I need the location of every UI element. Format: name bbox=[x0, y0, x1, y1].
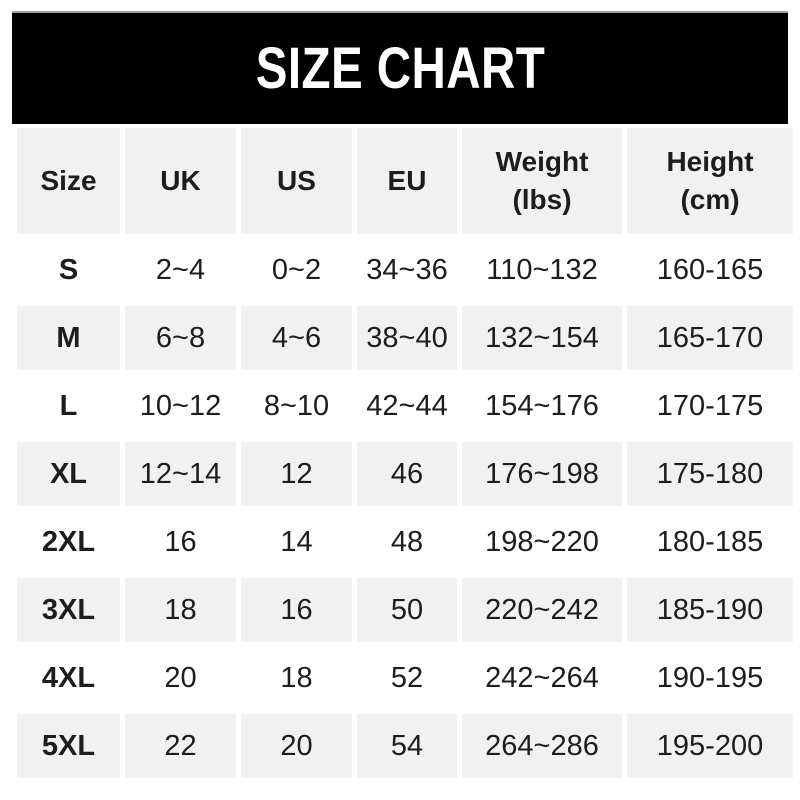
table-row-xl: XL 12~14 12 46 176~198 175-180 bbox=[17, 442, 793, 506]
us-cell: 0~2 bbox=[241, 238, 352, 302]
size-chart-table: Size UK US EU Weight (lbs) Height (cm) S… bbox=[12, 124, 798, 782]
height-cell: 185-190 bbox=[627, 578, 793, 642]
weight-cell: 154~176 bbox=[462, 374, 622, 438]
uk-cell: 2~4 bbox=[125, 238, 236, 302]
us-cell: 16 bbox=[241, 578, 352, 642]
us-cell: 14 bbox=[241, 510, 352, 574]
height-cell: 195-200 bbox=[627, 714, 793, 778]
height-cell: 160-165 bbox=[627, 238, 793, 302]
eu-cell: 42~44 bbox=[357, 374, 457, 438]
us-cell: 8~10 bbox=[241, 374, 352, 438]
us-cell: 4~6 bbox=[241, 306, 352, 370]
size-cell: 5XL bbox=[17, 714, 120, 778]
col-header-weight: Weight (lbs) bbox=[462, 128, 622, 234]
size-cell: M bbox=[17, 306, 120, 370]
us-cell: 18 bbox=[241, 646, 352, 710]
title-banner: SIZE CHART bbox=[12, 11, 788, 124]
table-row-l: L 10~12 8~10 42~44 154~176 170-175 bbox=[17, 374, 793, 438]
uk-cell: 6~8 bbox=[125, 306, 236, 370]
uk-cell: 12~14 bbox=[125, 442, 236, 506]
weight-cell: 110~132 bbox=[462, 238, 622, 302]
page-title: SIZE CHART bbox=[255, 36, 545, 101]
col-header-us: US bbox=[241, 128, 352, 234]
height-cell: 175-180 bbox=[627, 442, 793, 506]
table-row-s: S 2~4 0~2 34~36 110~132 160-165 bbox=[17, 238, 793, 302]
table-row-4xl: 4XL 20 18 52 242~264 190-195 bbox=[17, 646, 793, 710]
eu-cell: 52 bbox=[357, 646, 457, 710]
table-row-m: M 6~8 4~6 38~40 132~154 165-170 bbox=[17, 306, 793, 370]
col-header-uk: UK bbox=[125, 128, 236, 234]
table-row-3xl: 3XL 18 16 50 220~242 185-190 bbox=[17, 578, 793, 642]
us-cell: 12 bbox=[241, 442, 352, 506]
size-table-container: Size UK US EU Weight (lbs) Height (cm) S… bbox=[12, 124, 798, 782]
eu-cell: 38~40 bbox=[357, 306, 457, 370]
weight-cell: 132~154 bbox=[462, 306, 622, 370]
table-header-row: Size UK US EU Weight (lbs) Height (cm) bbox=[17, 128, 793, 234]
weight-cell: 264~286 bbox=[462, 714, 622, 778]
uk-cell: 18 bbox=[125, 578, 236, 642]
eu-cell: 48 bbox=[357, 510, 457, 574]
uk-cell: 22 bbox=[125, 714, 236, 778]
col-header-eu: EU bbox=[357, 128, 457, 234]
eu-cell: 34~36 bbox=[357, 238, 457, 302]
size-cell: L bbox=[17, 374, 120, 438]
us-cell: 20 bbox=[241, 714, 352, 778]
eu-cell: 50 bbox=[357, 578, 457, 642]
height-cell: 180-185 bbox=[627, 510, 793, 574]
height-cell: 165-170 bbox=[627, 306, 793, 370]
uk-cell: 20 bbox=[125, 646, 236, 710]
weight-cell: 198~220 bbox=[462, 510, 622, 574]
eu-cell: 54 bbox=[357, 714, 457, 778]
size-cell: S bbox=[17, 238, 120, 302]
size-cell: 4XL bbox=[17, 646, 120, 710]
eu-cell: 46 bbox=[357, 442, 457, 506]
col-header-size: Size bbox=[17, 128, 120, 234]
weight-cell: 220~242 bbox=[462, 578, 622, 642]
size-cell: XL bbox=[17, 442, 120, 506]
height-cell: 170-175 bbox=[627, 374, 793, 438]
size-cell: 3XL bbox=[17, 578, 120, 642]
height-cell: 190-195 bbox=[627, 646, 793, 710]
weight-cell: 176~198 bbox=[462, 442, 622, 506]
col-header-height: Height (cm) bbox=[627, 128, 793, 234]
uk-cell: 16 bbox=[125, 510, 236, 574]
table-row-5xl: 5XL 22 20 54 264~286 195-200 bbox=[17, 714, 793, 778]
weight-cell: 242~264 bbox=[462, 646, 622, 710]
table-row-2xl: 2XL 16 14 48 198~220 180-185 bbox=[17, 510, 793, 574]
size-cell: 2XL bbox=[17, 510, 120, 574]
uk-cell: 10~12 bbox=[125, 374, 236, 438]
